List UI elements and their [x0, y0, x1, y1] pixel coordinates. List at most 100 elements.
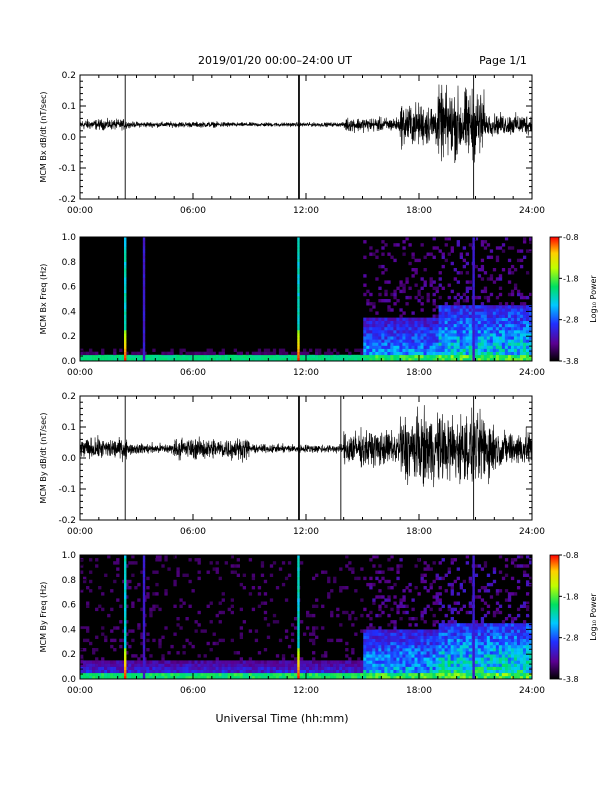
spectrogram-cell — [161, 669, 165, 674]
spectrogram-cell — [194, 669, 198, 674]
spectrogram-cell — [387, 675, 391, 680]
spectrogram-cell — [302, 675, 307, 680]
spectrogram-vertical-line — [142, 613, 146, 618]
y-tick-label: 1.0 — [62, 551, 77, 561]
spectrogram-cell — [293, 660, 298, 664]
spectrogram-cell — [312, 657, 316, 661]
spectrogram-cell — [167, 663, 171, 667]
spectrogram-cell — [489, 320, 494, 325]
spectrogram-cell — [125, 632, 129, 636]
spectrogram-cell — [522, 314, 527, 318]
spectrogram-cell — [513, 323, 518, 328]
spectrogram-cell — [450, 663, 454, 667]
x-tick-label: 06:00 — [180, 686, 206, 696]
spectrogram-cell — [492, 345, 497, 349]
spectrogram-cell — [363, 638, 367, 643]
spectrogram-cell — [426, 564, 430, 568]
spectrogram-cell — [218, 610, 222, 615]
spectrogram-cell — [477, 644, 482, 649]
spectrogram-cell — [390, 317, 394, 321]
spectrogram-cell — [209, 648, 213, 652]
spectrogram-cell — [375, 644, 379, 649]
spectrogram-cell — [197, 357, 201, 362]
spectrogram-cell — [378, 589, 382, 593]
spectrogram-vertical-line — [472, 330, 475, 334]
spectrogram-cell — [194, 620, 198, 624]
spectrogram-cell — [516, 333, 521, 337]
spectrogram-cell — [89, 675, 93, 680]
spectrogram-cell — [242, 620, 247, 624]
spectrogram-cell — [411, 607, 415, 612]
spectrogram-cell — [438, 663, 442, 667]
spectrogram-cell — [239, 663, 244, 667]
spectrogram-cell — [339, 354, 343, 359]
spectrogram-cell — [200, 675, 204, 680]
spectrogram-vertical-line — [124, 623, 127, 627]
spectrogram-cell — [381, 660, 385, 664]
spectrogram-cell — [432, 280, 436, 284]
spectrogram-cell — [381, 672, 385, 677]
spectrogram-vertical-line — [472, 249, 475, 253]
spectrogram-cell — [462, 351, 466, 356]
spectrogram-cell — [456, 339, 460, 343]
spectrogram-vertical-line — [297, 648, 300, 652]
spectrogram-cell — [387, 663, 391, 667]
spectrogram-cell — [510, 323, 515, 328]
spectrogram-cell — [414, 666, 418, 670]
spectrogram-cell — [519, 336, 524, 340]
spectrogram-cell — [318, 660, 322, 664]
spectrogram-cell — [387, 657, 391, 661]
spectrogram-cell — [405, 604, 409, 608]
spectrogram-vertical-line — [472, 607, 475, 612]
spectrogram-cell — [456, 308, 460, 312]
spectrogram-cell — [354, 660, 358, 664]
spectrogram-cell — [375, 660, 379, 664]
spectrogram-cell — [399, 308, 403, 312]
spectrogram-cell — [396, 632, 400, 636]
spectrogram-cell — [402, 657, 406, 661]
spectrogram-cell — [483, 317, 488, 321]
spectrogram-cell — [309, 669, 313, 674]
spectrogram-cell — [366, 632, 370, 636]
spectrogram-cell — [372, 564, 376, 568]
spectrogram-cell — [206, 675, 210, 680]
spectrogram-cell — [242, 357, 247, 362]
spectrogram-cell — [381, 240, 385, 244]
spectrogram-cell — [474, 635, 479, 639]
spectrogram-cell — [125, 357, 129, 362]
spectrogram-cell — [465, 357, 470, 362]
spectrogram-cell — [504, 339, 509, 343]
spectrogram-cell — [363, 333, 367, 337]
spectrogram-cell — [393, 582, 397, 587]
spectrogram-cell — [495, 354, 500, 359]
spectrogram-cell — [423, 620, 427, 624]
spectrogram-cell — [167, 660, 171, 664]
spectrogram-cell — [459, 660, 463, 664]
spectrogram-cell — [230, 555, 234, 559]
spectrogram-cell — [155, 354, 159, 359]
spectrogram-cell — [480, 669, 485, 674]
spectrogram-cell — [474, 326, 479, 331]
spectrogram-cell — [402, 641, 406, 646]
spectrogram-vertical-line — [142, 268, 146, 272]
spectrogram-cell — [441, 333, 445, 337]
spectrogram-cell — [447, 604, 451, 608]
spectrogram-cell — [390, 651, 394, 655]
spectrogram-cell — [483, 286, 488, 290]
spectrogram-cell — [387, 348, 391, 352]
spectrogram-cell — [435, 629, 439, 633]
spectrogram-cell — [456, 632, 460, 636]
spectrogram-cell — [245, 357, 250, 362]
spectrogram-cell — [438, 295, 442, 300]
spectrogram-cell — [200, 672, 204, 677]
spectrogram-cell — [402, 663, 406, 667]
spectrogram-vertical-line — [472, 314, 475, 318]
spectrogram-cell — [146, 592, 150, 596]
spectrogram-vertical-line — [472, 576, 475, 581]
spectrogram-cell — [507, 326, 512, 331]
spectrogram-cell — [465, 648, 470, 652]
spectrogram-cell — [399, 669, 403, 674]
spectrogram-cell — [405, 323, 409, 328]
spectrogram-cell — [501, 354, 506, 359]
spectrogram-cell — [468, 576, 473, 581]
